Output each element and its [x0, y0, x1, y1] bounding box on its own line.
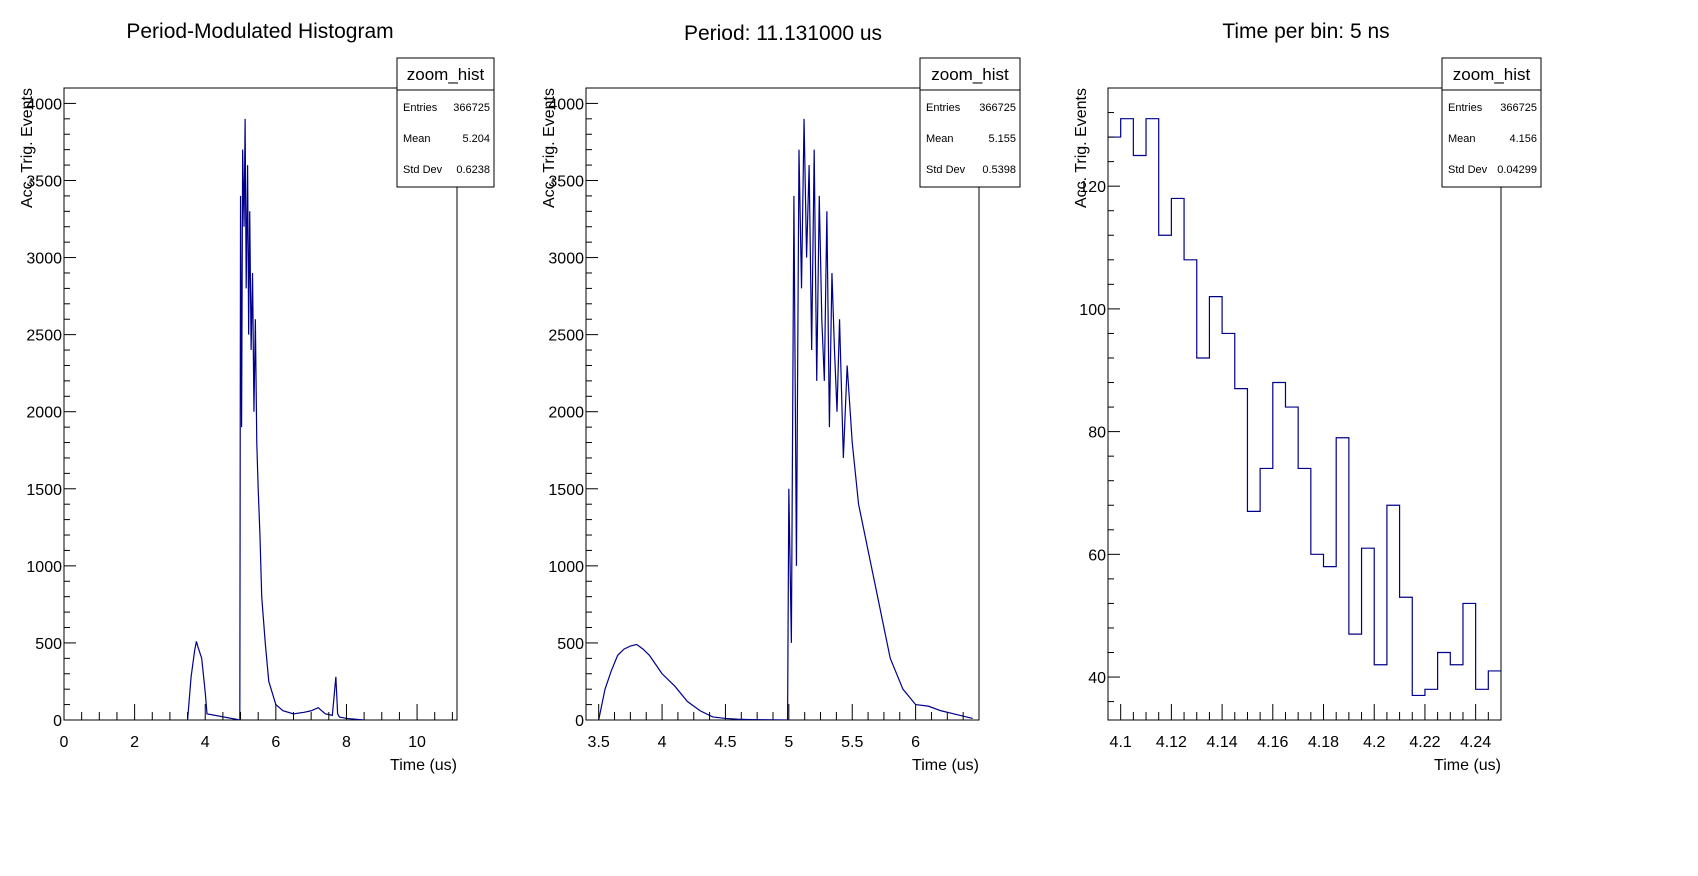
x-tick-label: 4.18: [1308, 734, 1339, 751]
x-tick-label: 10: [408, 734, 426, 751]
stats-row-value: 5.155: [988, 133, 1016, 145]
chart-panel-full-period: Period-Modulated Histogram 0 2 4 6 8 10 0 500 100…: [0, 0, 528, 876]
stats-row-label: Entries: [1448, 102, 1483, 114]
y-tick-label: 4000: [26, 96, 62, 113]
x-tick-label: 5: [784, 734, 793, 751]
y-tick-label: 3000: [26, 251, 62, 268]
y-tick-label: 4000: [548, 96, 584, 113]
y-tick-label: 1500: [26, 482, 62, 499]
histogram-series-line: [1108, 118, 1501, 697]
y-tick-label: 60: [1088, 547, 1106, 564]
stats-row-label: Entries: [403, 102, 438, 114]
x-tick-label: 3.5: [588, 734, 610, 751]
stats-row-label: Mean: [403, 133, 431, 145]
stats-row-value: 366725: [1500, 102, 1537, 114]
x-axis-label: Time (us): [912, 757, 979, 774]
y-axis-label: Acc. Trig. Events: [541, 88, 558, 208]
y-tick-label: 500: [35, 636, 62, 653]
stats-box-name: zoom_hist: [407, 65, 485, 84]
x-tick-label: 6: [911, 734, 920, 751]
x-tick-label: 4.22: [1409, 734, 1440, 751]
y-tick-label: 500: [557, 636, 584, 653]
histogram-series-line: [186, 118, 365, 720]
y-axis-label: Acc. Trig. Events: [1073, 88, 1090, 208]
x-tick-label: 4.1: [1110, 734, 1132, 751]
y-tick-label: 1000: [548, 559, 584, 576]
stats-row-value: 366725: [979, 102, 1016, 114]
y-tick-label: 2000: [26, 405, 62, 422]
stats-row-label: Std Dev: [926, 164, 966, 176]
stats-box-frame: [919, 57, 1021, 188]
histogram-series-line: [598, 118, 973, 720]
stats-row-value: 4.156: [1509, 133, 1537, 145]
stats-box: zoom_hist Entries 366725 Mean 4.156 Std Dev 0.…: [1441, 57, 1542, 188]
x-tick-label: 8: [342, 734, 351, 751]
chart-title: Time per bin: 5 ns: [1222, 20, 1389, 43]
x-tick-label: 4: [201, 734, 210, 751]
y-tick-label: 120: [1079, 179, 1106, 196]
y-axis-label: Acc. Trig. Events: [19, 88, 36, 208]
stats-row-label: Std Dev: [1448, 164, 1488, 176]
x-axis-label: Time (us): [1434, 757, 1501, 774]
stats-box: zoom_hist Entries 366725 Mean 5.155 Std Dev 0.…: [919, 57, 1021, 188]
y-tick-label: 100: [1079, 302, 1106, 319]
stats-box-frame: [1441, 57, 1542, 188]
plot-frame: [1107, 87, 1502, 721]
y-tick-label: 3500: [26, 173, 62, 190]
x-tick-label: 0: [60, 734, 69, 751]
stats-row-value: 0.04299: [1497, 164, 1537, 176]
y-tick-label: 2500: [548, 328, 584, 345]
histogram-chart: Time per bin: 5 ns 4.1 4.12 4.14 4.16 4.18 4.2…: [1073, 20, 1542, 774]
y-tick-label: 2500: [26, 328, 62, 345]
x-tick-label: 5.5: [841, 734, 863, 751]
chart-panel-zoom-peak: Period: 11.131000 us 3.5 4 4.5 5 5.5 6 0 500 1000…: [528, 0, 1068, 876]
x-tick-label: 6: [271, 734, 280, 751]
stats-row-value: 366725: [453, 102, 490, 114]
x-tick-label: 4.14: [1207, 734, 1238, 751]
stats-box-frame: [396, 57, 495, 188]
plot-frame: [63, 87, 458, 721]
stats-row-value: 0.6238: [456, 164, 490, 176]
histogram-chart: Period-Modulated Histogram 0 2 4 6 8 10 0 500 100…: [19, 20, 495, 774]
y-tick-label: 2000: [548, 405, 584, 422]
x-tick-label: 4.2: [1363, 734, 1385, 751]
stats-row-value: 0.5398: [982, 164, 1016, 176]
y-tick-label: 0: [53, 713, 62, 730]
y-tick-label: 1000: [26, 559, 62, 576]
y-tick-label: 3000: [548, 251, 584, 268]
stats-row-value: 5.204: [462, 133, 490, 145]
stats-row-label: Mean: [926, 133, 954, 145]
stats-row-label: Entries: [926, 102, 961, 114]
x-tick-label: 4.12: [1156, 734, 1187, 751]
y-tick-label: 1500: [548, 482, 584, 499]
x-axis-label: Time (us): [390, 757, 457, 774]
stats-box: zoom_hist Entries 366725 Mean 5.204 Std Dev 0.…: [396, 57, 495, 188]
x-tick-label: 2: [130, 734, 139, 751]
stats-row-label: Std Dev: [403, 164, 443, 176]
y-tick-label: 0: [575, 713, 584, 730]
y-tick-label: 3500: [548, 173, 584, 190]
x-tick-label: 4.24: [1460, 734, 1491, 751]
chart-title: Period-Modulated Histogram: [126, 20, 393, 43]
stats-row-label: Mean: [1448, 133, 1476, 145]
chart-title: Period: 11.131000 us: [684, 22, 882, 45]
x-tick-label: 4.5: [714, 734, 736, 751]
y-tick-label: 80: [1088, 425, 1106, 442]
y-tick-label: 40: [1088, 670, 1106, 687]
x-tick-label: 4: [658, 734, 667, 751]
x-tick-label: 4.16: [1257, 734, 1288, 751]
stats-box-name: zoom_hist: [931, 65, 1009, 84]
histogram-chart: Period: 11.131000 us 3.5 4 4.5 5 5.5 6 0 500 1000…: [541, 22, 1021, 774]
stats-box-name: zoom_hist: [1453, 65, 1531, 84]
chart-panel-time-bins: Time per bin: 5 ns 4.1 4.12 4.14 4.16 4.18 4.2…: [1068, 0, 1698, 876]
